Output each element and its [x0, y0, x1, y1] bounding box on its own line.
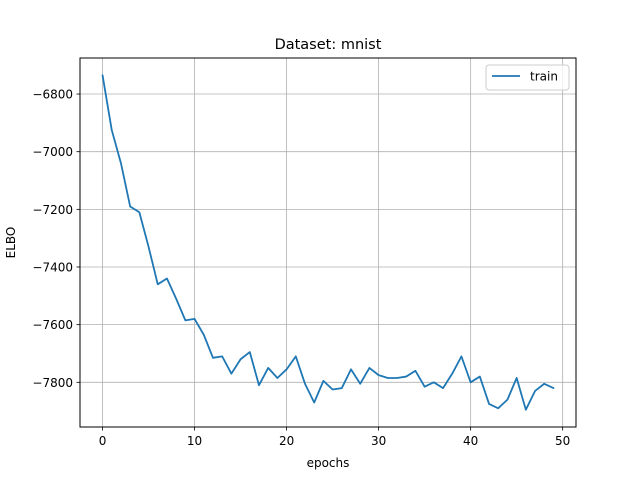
chart-title: Dataset: mnist	[275, 37, 382, 53]
y-tick-label: −7200	[32, 203, 73, 217]
y-tick-label: −6800	[32, 88, 73, 102]
x-axis-title: epochs	[307, 456, 350, 470]
axis-ticks: 0 10 20 30 40 50 −7800 −7600 −7400 −7200 −7000 −680…	[32, 88, 570, 448]
x-tick-label: 30	[371, 434, 386, 448]
grid	[80, 58, 576, 427]
y-axis-title: ELBO	[4, 227, 18, 259]
x-tick-label: 40	[463, 434, 478, 448]
x-tick-label: 10	[187, 434, 202, 448]
legend: train	[485, 64, 570, 91]
y-tick-label: −7000	[32, 145, 73, 159]
y-tick-label: −7600	[32, 318, 73, 332]
plot-frame	[79, 57, 577, 428]
y-tick-label: −7800	[32, 376, 73, 390]
legend-label-train: train	[530, 70, 558, 84]
series-line-train	[101, 74, 555, 411]
x-tick-label: 20	[279, 434, 294, 448]
x-tick-label: 0	[99, 434, 107, 448]
x-tick-label: 50	[555, 434, 570, 448]
series-layer	[101, 74, 555, 411]
legend-box	[485, 64, 570, 91]
y-tick-label: −7400	[32, 261, 73, 275]
